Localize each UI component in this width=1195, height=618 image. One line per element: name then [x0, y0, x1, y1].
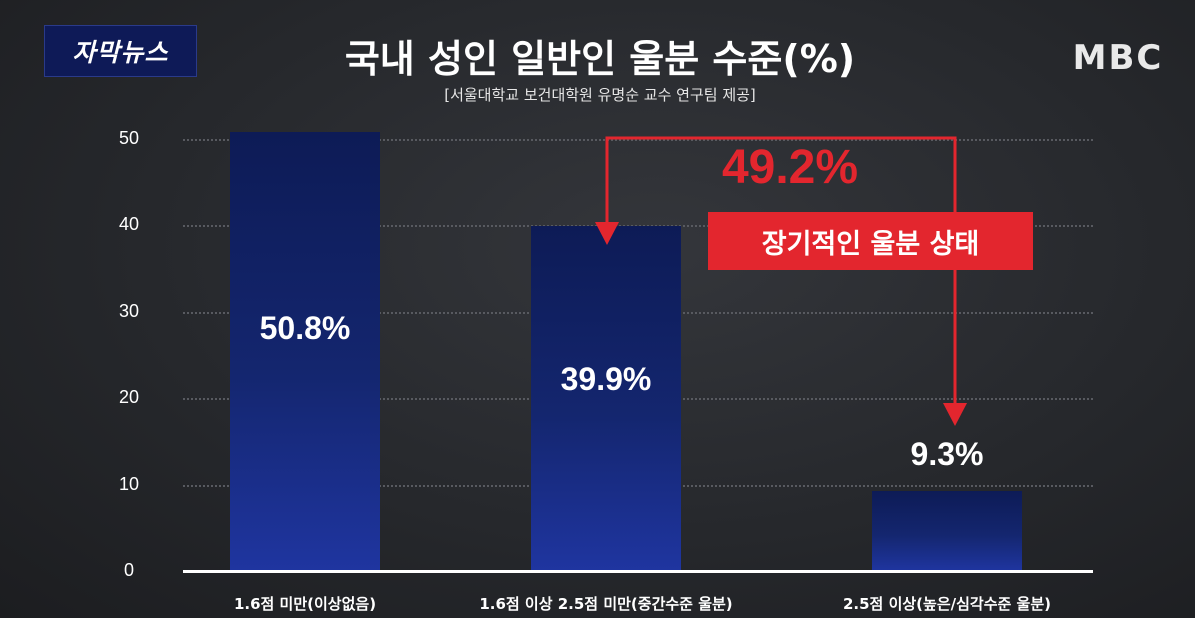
broadcaster-logo: MBC: [1072, 38, 1164, 78]
bar-value-label: 50.8%: [259, 309, 351, 346]
chart-source: [서울대학교 보건대학원 유명순 교수 연구팀 제공]: [444, 86, 756, 104]
x-category-label: 1.6점 이상 2.5점 미만(중간수준 울분): [479, 595, 733, 613]
bracket-line: [605, 136, 957, 405]
y-tick-label: 30: [118, 300, 140, 321]
news-badge: 자막뉴스: [44, 25, 197, 77]
y-tick-label: 10: [118, 473, 140, 494]
bar: [872, 490, 1022, 571]
bar: [230, 132, 380, 571]
y-tick-label: 0: [123, 560, 134, 580]
annotation-percent: 49.2%: [721, 141, 859, 194]
arrow-head-left: [595, 222, 619, 245]
x-axis-line: [183, 570, 1093, 573]
gridline: [183, 139, 1093, 141]
annotation-label-box: 장기적인 울분 상태: [708, 212, 1033, 270]
bar: [531, 226, 681, 571]
chart-title: 국내 성인 일반인 울분 수준(%): [344, 37, 856, 81]
bar-value-label: 39.9%: [560, 361, 652, 398]
arrow-head-right: [943, 403, 967, 426]
bar-value-label: 9.3%: [910, 435, 984, 472]
y-tick-label: 50: [118, 128, 140, 148]
y-tick-label: 40: [118, 214, 140, 235]
x-category-label: 2.5점 이상(높은/심각수준 울분): [842, 595, 1051, 613]
y-tick-label: 20: [118, 387, 140, 408]
x-category-label: 1.6점 미만(이상없음): [233, 595, 377, 613]
